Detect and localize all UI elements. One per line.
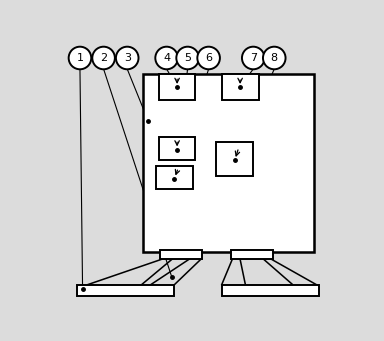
Bar <box>156 166 193 189</box>
Bar <box>222 74 258 100</box>
Text: 3: 3 <box>124 53 131 63</box>
Text: 5: 5 <box>184 53 191 63</box>
Bar <box>159 74 195 100</box>
Bar <box>217 142 253 176</box>
Circle shape <box>116 47 139 69</box>
Bar <box>77 285 174 296</box>
Bar <box>160 250 202 260</box>
Circle shape <box>155 47 178 69</box>
Text: 8: 8 <box>271 53 278 63</box>
Bar <box>143 74 314 252</box>
Text: 7: 7 <box>250 53 257 63</box>
Bar <box>159 137 195 160</box>
Text: 6: 6 <box>205 53 212 63</box>
Bar <box>231 250 273 260</box>
Circle shape <box>242 47 265 69</box>
Circle shape <box>197 47 220 69</box>
Circle shape <box>263 47 286 69</box>
Circle shape <box>176 47 199 69</box>
Text: 4: 4 <box>163 53 170 63</box>
Bar <box>222 285 319 296</box>
Text: 2: 2 <box>100 53 107 63</box>
Text: 1: 1 <box>76 53 83 63</box>
Circle shape <box>92 47 115 69</box>
Circle shape <box>69 47 91 69</box>
